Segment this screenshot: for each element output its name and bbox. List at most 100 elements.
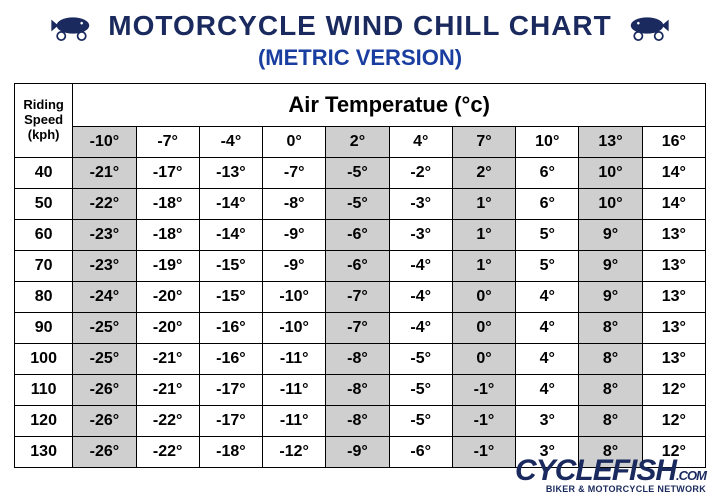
windchill-cell: 5° xyxy=(516,220,579,251)
windchill-cell: -17° xyxy=(199,375,262,406)
windchill-cell: 12° xyxy=(642,406,705,437)
table-row: 50-22°-18°-14°-8°-5°-3°1°6°10°14° xyxy=(15,189,706,220)
windchill-cell: 14° xyxy=(642,189,705,220)
windchill-cell: 9° xyxy=(579,282,642,313)
windchill-cell: -21° xyxy=(73,158,136,189)
windchill-cell: -3° xyxy=(389,220,452,251)
brand-name: CYCLEFISH xyxy=(515,454,676,487)
table-row: 40-21°-17°-13°-7°-5°-2°2°6°10°14° xyxy=(15,158,706,189)
windchill-cell: -1° xyxy=(452,375,515,406)
windchill-cell: -5° xyxy=(326,158,389,189)
chart-header: MOTORCYCLE WIND CHILL CHART xyxy=(0,0,720,43)
windchill-cell: -5° xyxy=(389,406,452,437)
windchill-cell: -26° xyxy=(73,375,136,406)
windchill-cell: -4° xyxy=(389,282,452,313)
windchill-table: Riding Speed (kph) Air Temperatue (°c) -… xyxy=(14,83,706,468)
windchill-cell: -23° xyxy=(73,251,136,282)
table-row: 110-26°-21°-17°-11°-8°-5°-1°4°8°12° xyxy=(15,375,706,406)
temp-column-header: 16° xyxy=(642,127,705,158)
table-row: 120-26°-22°-17°-11°-8°-5°-1°3°8°12° xyxy=(15,406,706,437)
fish-motorcycle-icon xyxy=(40,8,100,43)
windchill-cell: -12° xyxy=(263,437,326,468)
temp-column-header: -7° xyxy=(136,127,199,158)
windchill-cell: 1° xyxy=(452,251,515,282)
windchill-cell: -17° xyxy=(199,406,262,437)
table-row: 80-24°-20°-15°-10°-7°-4°0°4°9°13° xyxy=(15,282,706,313)
windchill-cell: -11° xyxy=(263,375,326,406)
speed-cell: 40 xyxy=(15,158,73,189)
windchill-cell: -9° xyxy=(326,437,389,468)
windchill-cell: -8° xyxy=(326,406,389,437)
windchill-cell: -7° xyxy=(326,313,389,344)
windchill-cell: -19° xyxy=(136,251,199,282)
windchill-cell: -16° xyxy=(199,313,262,344)
windchill-cell: 1° xyxy=(452,220,515,251)
windchill-cell: 9° xyxy=(579,251,642,282)
windchill-cell: -25° xyxy=(73,313,136,344)
windchill-cell: -15° xyxy=(199,282,262,313)
speed-cell: 50 xyxy=(15,189,73,220)
table-body: 40-21°-17°-13°-7°-5°-2°2°6°10°14°50-22°-… xyxy=(15,158,706,468)
windchill-cell: -25° xyxy=(73,344,136,375)
windchill-cell: 13° xyxy=(642,251,705,282)
windchill-cell: -22° xyxy=(136,437,199,468)
windchill-cell: -5° xyxy=(326,189,389,220)
windchill-cell: -26° xyxy=(73,437,136,468)
windchill-cell: -11° xyxy=(263,344,326,375)
temp-column-header: 10° xyxy=(516,127,579,158)
temperature-header-row: -10°-7°-4°0°2°4°7°10°13°16° xyxy=(15,127,706,158)
windchill-cell: -21° xyxy=(136,344,199,375)
page-title: MOTORCYCLE WIND CHILL CHART xyxy=(108,10,612,42)
windchill-cell: -5° xyxy=(389,375,452,406)
temp-column-header: 0° xyxy=(263,127,326,158)
windchill-cell: 0° xyxy=(452,313,515,344)
windchill-cell: 8° xyxy=(579,313,642,344)
windchill-cell: 1° xyxy=(452,189,515,220)
windchill-cell: -14° xyxy=(199,220,262,251)
temp-column-header: 2° xyxy=(326,127,389,158)
windchill-cell: -9° xyxy=(263,220,326,251)
row-axis-label: Riding Speed (kph) xyxy=(15,84,73,158)
windchill-cell: 9° xyxy=(579,220,642,251)
windchill-cell: -6° xyxy=(389,437,452,468)
windchill-cell: -17° xyxy=(136,158,199,189)
windchill-cell: 8° xyxy=(579,406,642,437)
windchill-cell: -15° xyxy=(199,251,262,282)
windchill-cell: 3° xyxy=(516,406,579,437)
windchill-cell: -8° xyxy=(326,344,389,375)
windchill-cell: -18° xyxy=(136,220,199,251)
windchill-cell: 8° xyxy=(579,375,642,406)
windchill-cell: -1° xyxy=(452,406,515,437)
windchill-cell: 6° xyxy=(516,189,579,220)
windchill-cell: 4° xyxy=(516,375,579,406)
footer-brand: CYCLEFISH.COM BIKER & MOTORCYCLE NETWORK xyxy=(515,457,706,494)
windchill-cell: -7° xyxy=(326,282,389,313)
temp-column-header: -4° xyxy=(199,127,262,158)
windchill-cell: -23° xyxy=(73,220,136,251)
windchill-cell: -4° xyxy=(389,313,452,344)
windchill-cell: 5° xyxy=(516,251,579,282)
column-axis-label: Air Temperatue (°c) xyxy=(73,84,706,127)
windchill-cell: -24° xyxy=(73,282,136,313)
windchill-cell: 6° xyxy=(516,158,579,189)
windchill-cell: 4° xyxy=(516,282,579,313)
windchill-cell: -18° xyxy=(199,437,262,468)
windchill-cell: 13° xyxy=(642,313,705,344)
windchill-cell: -4° xyxy=(389,251,452,282)
windchill-cell: -26° xyxy=(73,406,136,437)
windchill-cell: 14° xyxy=(642,158,705,189)
windchill-cell: 10° xyxy=(579,158,642,189)
windchill-cell: -11° xyxy=(263,406,326,437)
windchill-cell: 10° xyxy=(579,189,642,220)
windchill-cell: 8° xyxy=(579,344,642,375)
windchill-cell: -13° xyxy=(199,158,262,189)
windchill-cell: -8° xyxy=(263,189,326,220)
windchill-cell: 0° xyxy=(452,344,515,375)
speed-cell: 90 xyxy=(15,313,73,344)
speed-cell: 70 xyxy=(15,251,73,282)
speed-cell: 80 xyxy=(15,282,73,313)
windchill-cell: -22° xyxy=(136,406,199,437)
windchill-cell: 13° xyxy=(642,220,705,251)
speed-cell: 100 xyxy=(15,344,73,375)
windchill-cell: 13° xyxy=(642,282,705,313)
